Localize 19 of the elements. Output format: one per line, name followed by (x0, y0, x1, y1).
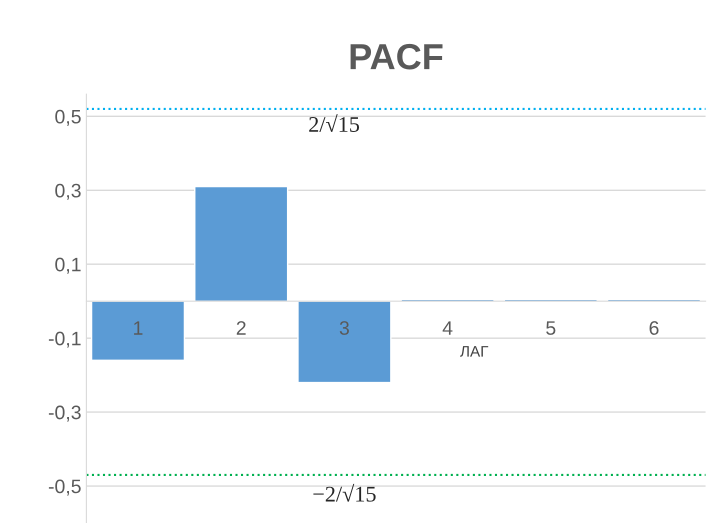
y-tick-label: -0,1 (48, 332, 81, 348)
chart-title: PACF (350, 44, 442, 70)
y-tick-label: -0,3 (48, 406, 81, 422)
x-tick-label: 2 (236, 321, 246, 335)
x-tick-label: 5 (546, 321, 556, 335)
x-tick-label: 4 (442, 321, 452, 335)
bar (90, 300, 186, 362)
x-tick-label: 3 (340, 321, 349, 335)
ref-line-label: 2/√15 (309, 114, 360, 132)
y-tick-label: -0,5 (48, 479, 81, 496)
y-tick-label: 0,3 (55, 184, 81, 200)
bar (194, 186, 288, 302)
bar (297, 300, 392, 384)
x-tick-label: 1 (134, 321, 142, 335)
ref-line-label: −2/√15 (313, 484, 376, 502)
x-tick-label: 6 (650, 321, 659, 335)
y-tick-label: 0,5 (55, 110, 81, 126)
y-tick-label: 0,1 (55, 258, 81, 274)
annotation: ЛАГ (460, 346, 488, 357)
